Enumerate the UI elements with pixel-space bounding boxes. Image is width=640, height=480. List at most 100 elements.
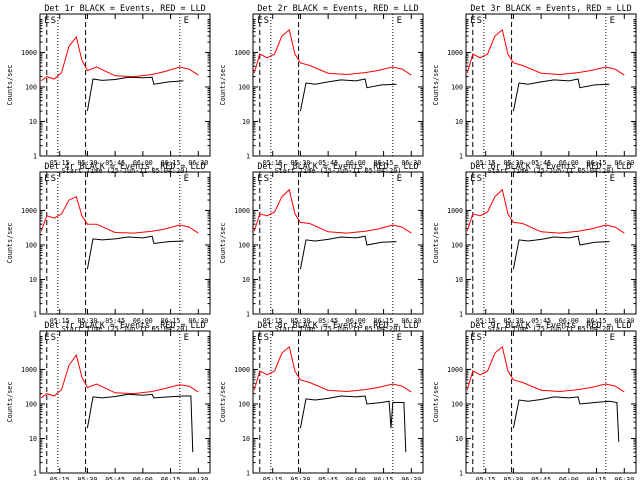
- time-marker-label: E: [470, 174, 475, 184]
- y-tick-label: 10: [29, 118, 37, 126]
- chart-panel-6: Det 6r BLACK = Events, RED = LLD 1 10 100 10…: [432, 161, 637, 333]
- lld-series-line: [253, 29, 412, 76]
- y-tick-label: 1: [246, 153, 250, 161]
- panel-title: Det 1r BLACK = Events, RED = LLD: [44, 3, 205, 13]
- x-tick-label: 05:45: [318, 159, 338, 167]
- x-axis-label: Start Time (25-Jun-11 05:04:20): [488, 325, 615, 333]
- x-tick-label: 05:30: [290, 159, 310, 167]
- time-marker-label: E: [397, 333, 402, 343]
- time-marker-label: E: [184, 174, 189, 184]
- panel-title: Det 3r BLACK = Events, RED = LLD: [470, 3, 631, 13]
- time-marker-label: S: [264, 333, 269, 343]
- lld-series-line: [253, 188, 412, 234]
- y-tick-label: 10: [455, 118, 463, 126]
- y-tick-label: 1000: [21, 207, 37, 215]
- x-tick-label: 06:30: [614, 317, 634, 325]
- x-tick-label: 05:30: [503, 159, 523, 167]
- time-marker-label: S: [264, 174, 269, 184]
- x-tick-label: 05:15: [263, 476, 283, 480]
- lld-series-line: [40, 353, 199, 399]
- lld-series-line: [466, 188, 625, 234]
- y-tick-label: 10: [455, 435, 463, 443]
- y-tick-label: 10: [242, 276, 250, 284]
- x-tick-label: 05:15: [263, 159, 283, 167]
- panel-title: Det 2r BLACK = Events, RED = LLD: [257, 3, 418, 13]
- y-tick-label: 100: [238, 400, 250, 408]
- x-tick-label: 06:15: [161, 159, 181, 167]
- panel-title: Det 4r BLACK = Events, RED = LLD: [44, 161, 205, 171]
- time-marker-label: E: [257, 16, 262, 26]
- y-tick-label: 1000: [234, 366, 250, 374]
- plot-frame: [39, 13, 211, 157]
- events-series-line: [299, 78, 397, 112]
- y-tick-label: 1000: [234, 207, 250, 215]
- x-tick-label: 05:45: [105, 476, 125, 480]
- time-marker-label: E: [184, 333, 189, 343]
- x-tick-label: 05:30: [77, 476, 97, 480]
- x-tick-label: 06:30: [188, 159, 208, 167]
- x-axis-label: Start Time (25-Jun-11 05:04:20): [275, 167, 402, 175]
- chart-panel-7: Det 7r BLACK = Events, RED = LLD 1 10 100 10…: [6, 320, 211, 480]
- chart-panel-3: Det 3r BLACK = Events, RED = LLD 1 10 100 10…: [432, 3, 637, 175]
- y-tick-label: 1: [246, 470, 250, 478]
- time-marker-label: E: [397, 174, 402, 184]
- y-tick-label: 1000: [234, 49, 250, 57]
- chart-panel-5: Det 5r BLACK = Events, RED = LLD 1 10 100 10…: [219, 161, 424, 333]
- plot-frame: [39, 171, 211, 315]
- x-tick-label: 06:30: [188, 317, 208, 325]
- x-axis-label: Start Time (25-Jun-11 05:04:20): [275, 325, 402, 333]
- x-tick-label: 06:15: [374, 317, 394, 325]
- x-tick-label: 06:15: [161, 317, 181, 325]
- y-tick-label: 100: [25, 241, 37, 249]
- x-tick-label: 06:15: [587, 159, 607, 167]
- time-marker-label: S: [51, 16, 56, 26]
- time-marker-label: E: [184, 16, 189, 26]
- y-tick-label: 1: [33, 311, 37, 319]
- plot-frame: [252, 13, 424, 157]
- x-tick-label: 06:00: [559, 159, 579, 167]
- chart-panel-9: Det 9r BLACK = Events, RED = LLD 1 10 100 10…: [432, 320, 637, 480]
- y-axis-label: Counts/sec: [6, 65, 14, 106]
- chart-panel-2: Det 2r BLACK = Events, RED = LLD 1 10 100 10…: [219, 3, 424, 175]
- x-tick-label: 05:30: [77, 317, 97, 325]
- plot-frame: [465, 13, 637, 157]
- x-tick-label: 06:00: [559, 476, 579, 480]
- y-tick-label: 10: [29, 435, 37, 443]
- x-tick-label: 05:15: [50, 317, 70, 325]
- time-marker-label: S: [477, 174, 482, 184]
- x-axis-label: Start Time (25-Jun-11 05:04:20): [62, 325, 189, 333]
- lld-series-line: [253, 346, 412, 393]
- x-axis-label: Start Time (25-Jun-11 05:04:20): [488, 167, 615, 175]
- y-axis-label: Counts/sec: [6, 382, 14, 423]
- x-tick-label: 05:45: [318, 476, 338, 480]
- y-axis-label: Counts/sec: [219, 382, 227, 423]
- time-marker-label: E: [44, 174, 49, 184]
- x-tick-label: 05:45: [318, 317, 338, 325]
- panel-title: Det 6r BLACK = Events, RED = LLD: [470, 161, 631, 171]
- x-tick-label: 05:30: [290, 317, 310, 325]
- y-axis-label: Counts/sec: [219, 223, 227, 264]
- y-tick-label: 100: [25, 83, 37, 91]
- y-tick-label: 1: [459, 470, 463, 478]
- x-tick-label: 05:15: [476, 159, 496, 167]
- x-tick-label: 05:45: [531, 159, 551, 167]
- y-tick-label: 1000: [447, 207, 463, 215]
- events-series-line: [86, 393, 194, 453]
- y-axis-label: Counts/sec: [219, 65, 227, 106]
- y-tick-label: 10: [29, 276, 37, 284]
- events-series-line: [86, 76, 184, 112]
- x-tick-label: 06:30: [401, 317, 421, 325]
- time-marker-label: E: [610, 16, 615, 26]
- y-tick-label: 100: [451, 241, 463, 249]
- x-tick-label: 06:15: [587, 476, 607, 480]
- x-tick-label: 06:00: [346, 476, 366, 480]
- events-series-line: [512, 235, 610, 270]
- x-tick-label: 06:30: [614, 159, 634, 167]
- x-tick-label: 06:00: [133, 317, 153, 325]
- y-tick-label: 1000: [21, 366, 37, 374]
- x-tick-label: 06:15: [161, 476, 181, 480]
- x-tick-label: 06:00: [346, 159, 366, 167]
- x-tick-label: 05:45: [531, 476, 551, 480]
- y-tick-label: 1: [33, 153, 37, 161]
- events-series-line: [86, 235, 184, 270]
